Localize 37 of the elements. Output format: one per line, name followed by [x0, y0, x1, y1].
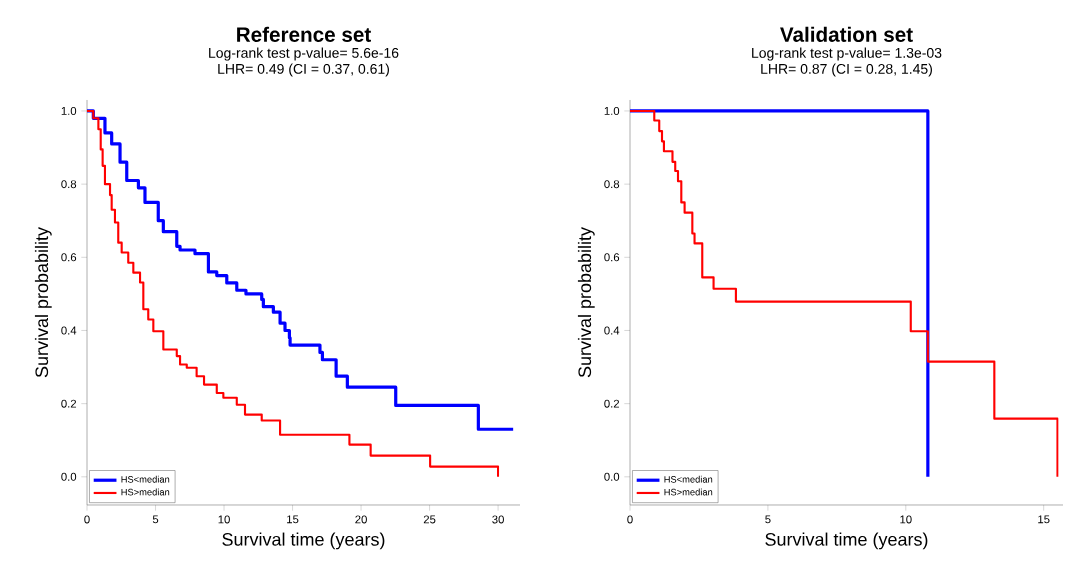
y-tick-label: 0.2 [604, 399, 620, 408]
y-tick-label: 1.0 [61, 106, 77, 115]
x-tick-label: 25 [423, 515, 436, 524]
text: LHR= 0.49 (CI = 0.37, 0.61) [218, 63, 389, 77]
y-tick-label: 0.4 [604, 326, 620, 335]
x-axis-title: Survival time (years) [222, 532, 385, 550]
y-tick-label: 0.8 [61, 180, 77, 189]
chart-title: Reference set [237, 26, 371, 42]
legend-label: HS>median [121, 488, 170, 496]
legend-label: HS<median [121, 475, 170, 483]
y-tick-label: 1.0 [604, 106, 620, 115]
legend-label: HS<median [664, 475, 713, 483]
y-axis-title: Survival probability [34, 227, 52, 378]
y-tick-label: 0.2 [61, 399, 77, 408]
x-tick-label: 20 [355, 515, 367, 524]
x-axis-title: Survival time (years) [765, 532, 928, 550]
y-tick-label: 0.0 [61, 472, 77, 481]
x-tick-label: 15 [287, 515, 299, 524]
x-tick-label: 5 [152, 515, 159, 524]
x-tick-label: 30 [492, 515, 504, 524]
x-tick-label: 10 [218, 515, 230, 524]
x-tick-label: 10 [900, 515, 912, 524]
y-tick-label: 0.4 [61, 326, 77, 335]
y-tick-label: 0.6 [61, 253, 77, 262]
chart-title: Validation set [780, 26, 913, 42]
x-tick-label: 0 [84, 515, 90, 524]
y-tick-label: 0.0 [604, 472, 620, 481]
x-tick-label: 5 [765, 515, 771, 524]
chart-subtitle: Log-rank test p-value= 1.3e-03 [752, 47, 942, 61]
text: LHR= 0.87 (CI = 0.28, 1.45) [761, 63, 932, 77]
x-tick-label: 15 [1038, 515, 1050, 524]
x-tick-label: 0 [627, 515, 633, 524]
legend-label: HS>median [664, 488, 713, 496]
y-tick-label: 0.8 [604, 180, 620, 189]
y-tick-label: 0.6 [604, 253, 620, 262]
y-axis-title: Survival probability [577, 227, 595, 378]
chart-subtitle: Log-rank test p-value= 5.6e-16 [209, 47, 399, 61]
